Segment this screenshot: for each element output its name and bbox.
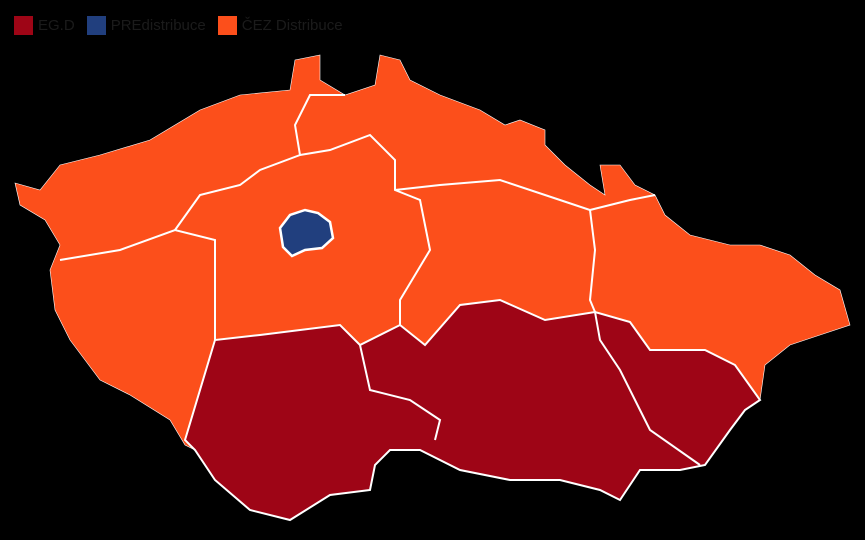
legend-item-pre[interactable]: PREdistribuce [86, 16, 206, 35]
region-egd[interactable] [183, 298, 762, 522]
legend-label-pre: PREdistribuce [110, 17, 206, 34]
map-legend: EG.D PREdistribuce ČEZ Distribuce [14, 16, 343, 35]
legend-label-cez: ČEZ Distribuce [241, 17, 343, 34]
legend-label-egd: EG.D [38, 17, 75, 34]
region-predistribuce[interactable] [278, 208, 335, 258]
legend-swatch-cez [217, 16, 237, 35]
region-borders [59, 94, 701, 466]
legend-item-cez[interactable]: ČEZ Distribuce [217, 16, 343, 35]
legend-swatch-egd [14, 16, 33, 35]
legend-item-egd[interactable]: EG.D [14, 16, 75, 35]
legend-swatch-pre [86, 16, 106, 35]
